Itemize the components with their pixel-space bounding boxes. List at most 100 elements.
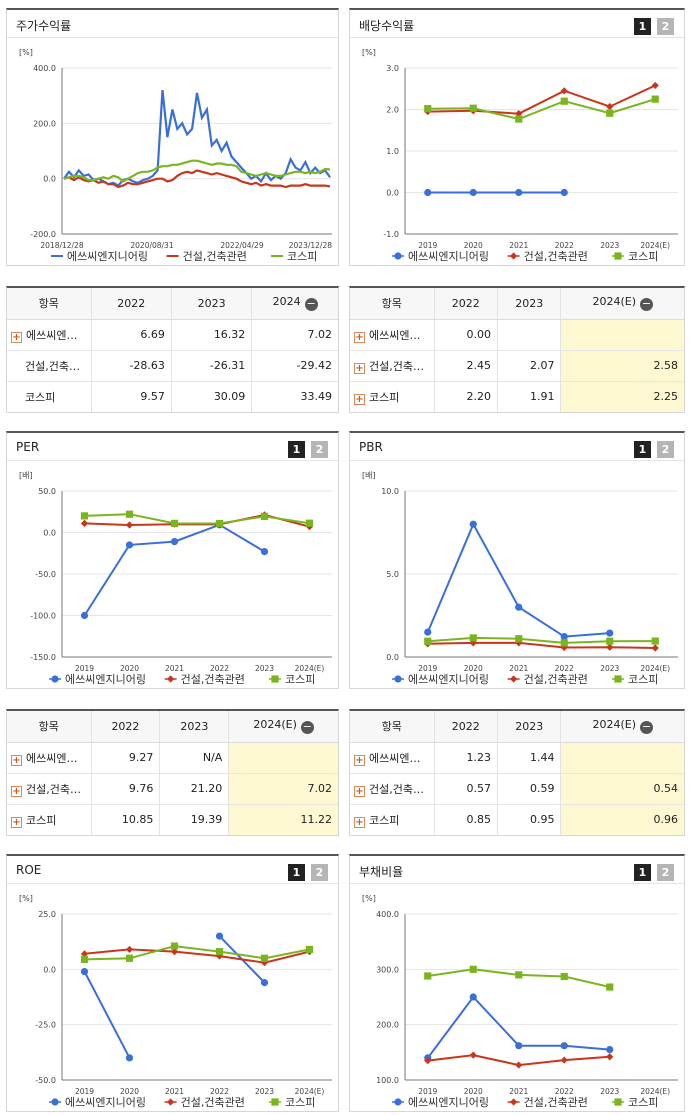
- cell: -26.31: [170, 350, 252, 382]
- series-line: [63, 159, 331, 183]
- legend-label: 에쓰씨엔지니어링: [408, 250, 489, 263]
- row-name: + 건설,건축…: [7, 773, 91, 805]
- row-name: + 건설,건축…: [350, 350, 434, 382]
- expand-plus-icon[interactable]: +: [354, 362, 365, 374]
- cell: [560, 742, 684, 774]
- cell: 33.49: [251, 381, 338, 412]
- data-point: [215, 519, 224, 528]
- tab-1[interactable]: 1: [634, 441, 651, 458]
- tab-2[interactable]: 2: [657, 441, 674, 458]
- panel-title: 배당수익률: [359, 19, 415, 33]
- data-point: [125, 510, 134, 518]
- data-point: [80, 512, 89, 520]
- data-point: [515, 1061, 523, 1069]
- data-point: [80, 611, 89, 620]
- tab-2[interactable]: 2: [657, 864, 674, 881]
- row-label: 에쓰씨엔…: [369, 328, 421, 342]
- y-tick-label: 400.0: [33, 64, 56, 73]
- table-row: + 에쓰씨엔… 1.23 1.44: [350, 742, 684, 774]
- table-row: + 건설,건축… 0.57 0.59 0.54: [350, 773, 684, 805]
- tab-2[interactable]: 2: [657, 18, 674, 35]
- data-point: [170, 538, 179, 546]
- unit-label: [%]: [19, 894, 33, 903]
- collapse-minus-icon[interactable]: −: [304, 297, 318, 312]
- col-header: 2022: [90, 288, 172, 320]
- expand-plus-icon[interactable]: +: [354, 754, 365, 766]
- pbr-chart: [배] 10.0 5.0 0.0 2019 2020 2021 2022 2023 2024(E)…: [362, 471, 678, 686]
- tab-1[interactable]: 1: [634, 18, 651, 35]
- expand-plus-icon[interactable]: +: [354, 331, 365, 343]
- tab-1[interactable]: 1: [288, 441, 305, 458]
- data-point: [560, 639, 568, 647]
- expand-plus-icon[interactable]: +: [354, 785, 365, 797]
- table-row: + 에쓰씨엔… 9.27 N/A: [7, 742, 338, 774]
- data-point: [271, 1098, 279, 1106]
- data-point: [469, 104, 477, 112]
- expand-plus-icon[interactable]: +: [354, 393, 365, 405]
- row-label: 건설,건축…: [26, 782, 81, 796]
- legend-label: 건설,건축관련: [181, 1096, 245, 1109]
- x-tick-label: 2022: [555, 664, 574, 673]
- data-point: [215, 952, 224, 960]
- data-point: [170, 519, 179, 527]
- row-label: 에쓰씨엔…: [369, 751, 421, 765]
- y-tick-label: -100.0: [30, 612, 56, 621]
- tab-1[interactable]: 1: [288, 864, 305, 881]
- data-point: [515, 115, 523, 123]
- legend-label: 에쓰씨엔지니어링: [408, 1096, 489, 1109]
- data-point: [560, 972, 568, 981]
- data-point: [51, 1098, 59, 1106]
- col-header: 항목: [7, 711, 91, 743]
- row-name: + 건설,건축…: [350, 773, 434, 805]
- data-point: [167, 675, 175, 683]
- expand-plus-icon[interactable]: +: [11, 331, 22, 343]
- tab-2[interactable]: 2: [311, 441, 328, 458]
- expand-plus-icon[interactable]: +: [354, 816, 365, 828]
- data-point: [606, 629, 614, 637]
- data-point: [424, 972, 432, 980]
- y-tick-label: 5.0: [386, 570, 399, 579]
- legend-label: 코스피: [628, 250, 658, 263]
- expand-plus-icon[interactable]: +: [11, 754, 22, 766]
- expand-plus-icon[interactable]: +: [11, 785, 22, 797]
- col-header: 항목: [350, 711, 434, 743]
- expand-plus-icon[interactable]: +: [11, 816, 22, 828]
- y-tick-label: -150.0: [30, 653, 56, 662]
- tab-1[interactable]: 1: [634, 864, 651, 881]
- collapse-minus-icon[interactable]: −: [640, 720, 653, 735]
- col-header: 2023: [159, 711, 229, 743]
- y-tick-label: 0.0: [386, 189, 399, 198]
- data-point: [424, 1057, 432, 1065]
- y-tick-label: 200.0: [376, 1021, 399, 1030]
- collapse-minus-icon[interactable]: −: [640, 297, 653, 312]
- data-point: [170, 942, 179, 950]
- tab-2[interactable]: 2: [311, 864, 328, 881]
- dividend-yield-chart: [%] 3.0 2.0 1.0 0.0 -1.0 2019 2020 2021 2022 2023 2…: [362, 48, 678, 263]
- row-label: 코스피: [369, 813, 400, 827]
- series-line: [84, 945, 310, 961]
- legend-label: 에쓰씨엔지니어링: [408, 673, 489, 686]
- x-tick-label: 2020: [464, 241, 483, 250]
- cell: 9.76: [90, 773, 160, 805]
- series-line: [63, 169, 331, 189]
- collapse-minus-icon[interactable]: −: [300, 720, 314, 735]
- data-point: [606, 1045, 614, 1054]
- cell: 0.96: [560, 804, 684, 835]
- data-point: [651, 81, 659, 90]
- cell: 0.57: [433, 773, 498, 805]
- price-return-chart: [%]400.0 200.0 0.0 -200.0 2018/12/28 2020/08/…: [19, 48, 332, 263]
- unit-label: [%]: [19, 48, 33, 57]
- table-row: + 에쓰씨엔… 0.00: [350, 319, 684, 351]
- data-point: [651, 644, 659, 652]
- debt-ratio-chart: [%]400.0 300.0 200.0 100.0 2019 2020 2021 2022 2…: [362, 894, 678, 1109]
- data-point: [125, 1054, 134, 1062]
- cell: N/A: [159, 742, 229, 774]
- data-point: [424, 628, 432, 636]
- x-tick-label: 2023: [255, 664, 274, 673]
- panel-title: 주가수익률: [16, 19, 72, 33]
- unit-label: [%]: [362, 894, 376, 903]
- y-tick-label: 200.0: [33, 119, 56, 128]
